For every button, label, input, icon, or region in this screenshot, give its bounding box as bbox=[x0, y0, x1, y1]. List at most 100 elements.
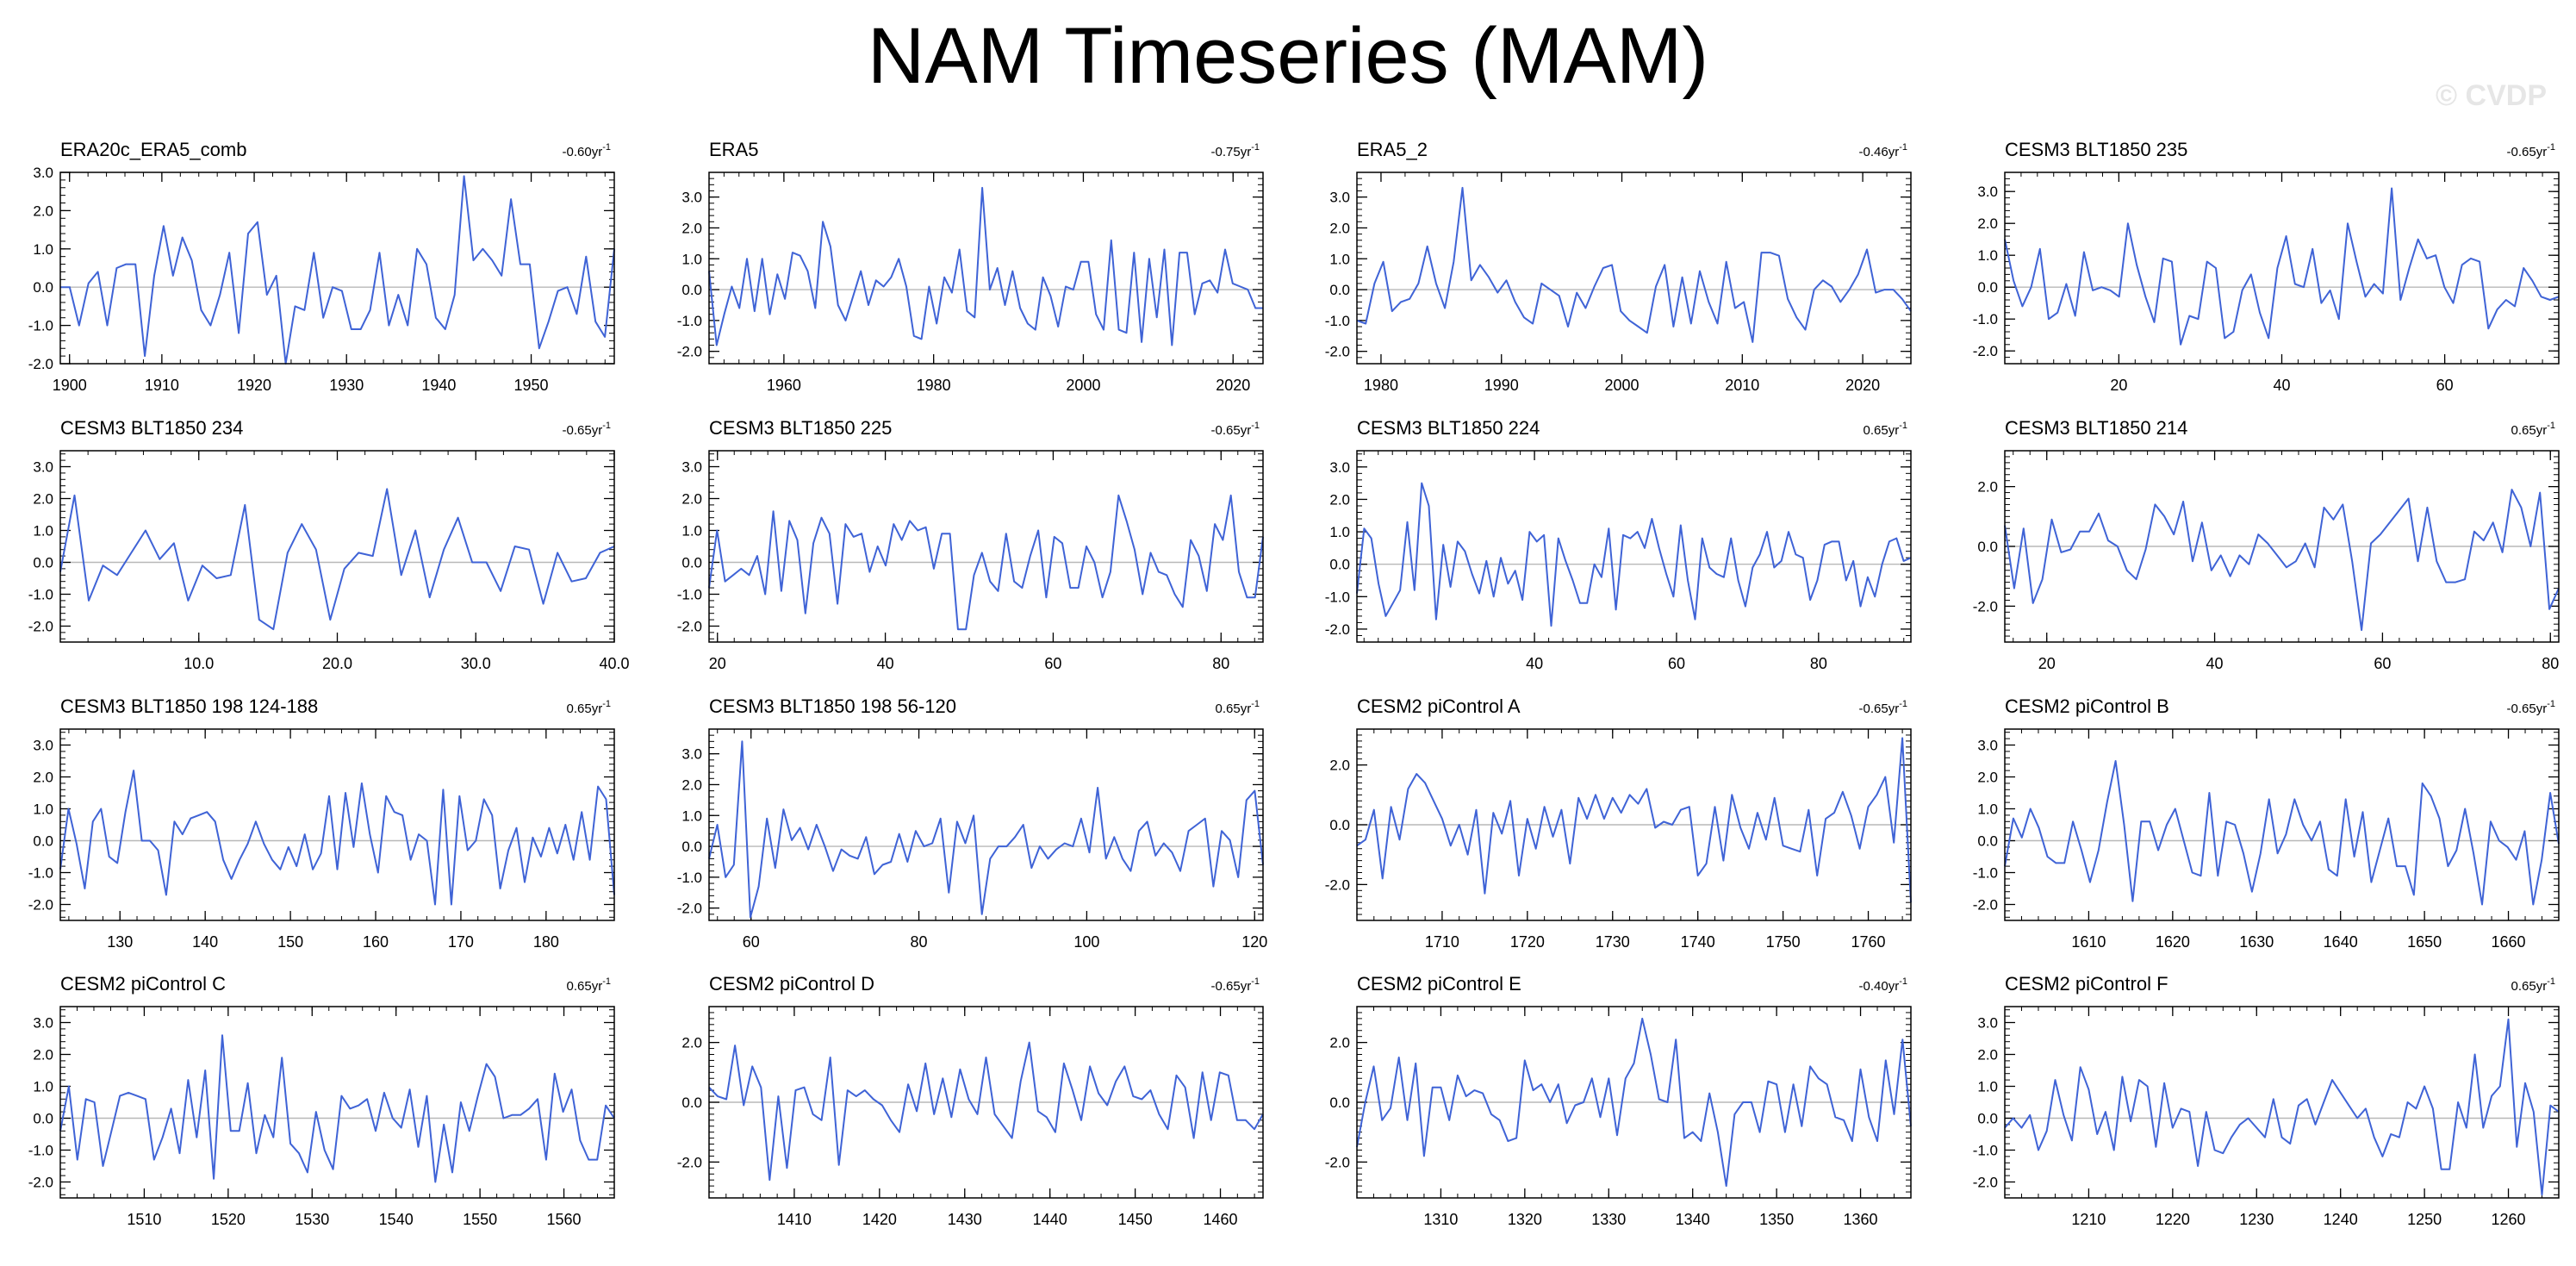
trend-label: -0.65yr-1 bbox=[1211, 976, 1260, 994]
chart-panel: CESM2 piControl A -0.65yr-1 1710 1720 1730 17… bbox=[1325, 695, 1912, 951]
x-tick-label: 1220 bbox=[2156, 1211, 2190, 1228]
x-tick-label: 1610 bbox=[2071, 933, 2106, 951]
x-tick-label: 120 bbox=[1241, 933, 1267, 951]
chart-panel: ERA5_2 -0.46yr-1 1980 1990 2000 2010 2020 3.0 2.… bbox=[1325, 139, 1912, 394]
y-tick-label: 0.0 bbox=[1977, 279, 1998, 296]
series-line bbox=[2004, 760, 2560, 906]
x-tick-label: 1960 bbox=[767, 377, 801, 394]
y-tick-label: 2.0 bbox=[1329, 491, 1350, 508]
series-line bbox=[708, 740, 1264, 919]
y-tick-label: 0.0 bbox=[1977, 1111, 1998, 1127]
trend-label: -0.75yr-1 bbox=[1211, 142, 1260, 159]
x-tick-label: 1710 bbox=[1425, 933, 1459, 951]
x-tick-label: 40.0 bbox=[599, 655, 629, 672]
series-line bbox=[2004, 187, 2560, 346]
trend-label: 0.65yr-1 bbox=[2511, 976, 2555, 994]
chart-title: CESM3 BLT1850 224 bbox=[1357, 417, 1540, 439]
y-tick-label: 0.0 bbox=[1977, 833, 1998, 850]
chart-panel: CESM2 piControl E -0.40yr-1 1310 1320 1330 13… bbox=[1325, 973, 1912, 1228]
chart-panel: CESM3 BLT1850 225 -0.65yr-1 20 40 60 80 3.0 2.0… bbox=[677, 417, 1264, 672]
series-line bbox=[59, 488, 615, 631]
y-tick-label: 1.0 bbox=[1977, 801, 1998, 818]
y-tick-label: 1.0 bbox=[1977, 247, 1998, 264]
plot-frame bbox=[2004, 728, 2560, 921]
y-tick-label: -2.0 bbox=[1325, 621, 1350, 638]
x-tick-label: 2020 bbox=[1216, 377, 1250, 394]
y-tick-label: 0.0 bbox=[33, 833, 53, 850]
x-tick-label: 130 bbox=[107, 933, 133, 951]
x-tick-label: 1920 bbox=[237, 377, 271, 394]
chart-panel: CESM3 BLT1850 235 -0.65yr-1 20 40 60 3.0 2.0 1.… bbox=[1973, 139, 2560, 394]
x-tick-label: 1320 bbox=[1508, 1211, 1542, 1228]
chart-title: CESM3 BLT1850 214 bbox=[2005, 417, 2187, 439]
y-tick-label: -2.0 bbox=[1973, 1175, 1998, 1191]
y-tick-label: -2.0 bbox=[28, 1175, 53, 1191]
trend-label: -0.60yr-1 bbox=[563, 142, 611, 159]
x-tick-label: 1910 bbox=[145, 377, 179, 394]
y-tick-label: 3.0 bbox=[33, 165, 53, 181]
plot-frame bbox=[1356, 450, 1912, 643]
x-tick-label: 1360 bbox=[1844, 1211, 1878, 1228]
chart-title: ERA20c_ERA5_comb bbox=[60, 139, 246, 160]
x-tick-label: 1440 bbox=[1033, 1211, 1067, 1228]
chart-panel: CESM3 BLT1850 198 56-120 0.65yr-1 60 80 100 1… bbox=[677, 695, 1268, 951]
y-tick-label: -2.0 bbox=[28, 356, 53, 372]
plot-frame bbox=[1356, 728, 1912, 921]
series-line bbox=[60, 175, 615, 365]
x-tick-label: 140 bbox=[192, 933, 218, 951]
y-tick-label: -2.0 bbox=[28, 619, 53, 635]
x-tick-label: 60 bbox=[1044, 655, 1061, 672]
y-tick-label: 0.0 bbox=[33, 1111, 53, 1127]
y-tick-label: 1.0 bbox=[33, 241, 53, 258]
y-tick-label: -2.0 bbox=[1325, 1154, 1350, 1170]
series-line bbox=[1356, 482, 1912, 627]
trend-label: -0.65yr-1 bbox=[1211, 421, 1260, 438]
x-tick-label: 1330 bbox=[1591, 1211, 1626, 1228]
x-tick-label: 1420 bbox=[862, 1211, 897, 1228]
page-title: NAM Timeseries (MAM) bbox=[867, 12, 1709, 100]
y-tick-label: 2.0 bbox=[1977, 479, 1998, 496]
x-tick-label: 40 bbox=[2273, 377, 2290, 394]
y-tick-label: -1.0 bbox=[677, 313, 702, 329]
chart-panel: ERA5 -0.75yr-1 1960 1980 2000 2020 3.0 2.0 1.0 0.… bbox=[677, 139, 1264, 394]
trend-label: 0.65yr-1 bbox=[567, 976, 611, 994]
plot-frame bbox=[708, 728, 1264, 921]
y-tick-label: -2.0 bbox=[677, 901, 702, 917]
y-tick-label: 2.0 bbox=[1977, 215, 1998, 232]
plot-frame bbox=[59, 450, 615, 643]
y-tick-label: 2.0 bbox=[681, 491, 702, 508]
chart-title: CESM3 BLT1850 235 bbox=[2005, 139, 2187, 160]
y-tick-label: 0.0 bbox=[33, 279, 53, 296]
series-line bbox=[2004, 1018, 2560, 1196]
x-tick-label: 40 bbox=[2206, 655, 2224, 672]
y-tick-label: 3.0 bbox=[1977, 1015, 1998, 1032]
y-tick-label: 1.0 bbox=[1329, 251, 1350, 267]
x-tick-label: 2000 bbox=[1604, 377, 1639, 394]
y-tick-label: -1.0 bbox=[1973, 1143, 1998, 1159]
x-tick-label: 1510 bbox=[127, 1211, 161, 1228]
x-tick-label: 1230 bbox=[2239, 1211, 2274, 1228]
trend-label: 0.65yr-1 bbox=[1216, 699, 1260, 716]
y-tick-label: 1.0 bbox=[33, 1079, 53, 1095]
y-tick-label: 2.0 bbox=[1329, 1035, 1350, 1051]
trend-label: -0.40yr-1 bbox=[1859, 976, 1907, 994]
y-tick-label: 1.0 bbox=[1329, 524, 1350, 540]
chart-panel: CESM2 piControl D -0.65yr-1 1410 1420 1430 14… bbox=[677, 973, 1264, 1228]
y-tick-label: 3.0 bbox=[681, 746, 702, 763]
x-tick-label: 1530 bbox=[295, 1211, 329, 1228]
x-tick-label: 1240 bbox=[2324, 1211, 2358, 1228]
x-tick-label: 80 bbox=[911, 933, 928, 951]
watermark-logo: © CVDP bbox=[2436, 79, 2547, 112]
x-tick-label: 180 bbox=[533, 933, 559, 951]
plot-frame bbox=[59, 728, 615, 921]
x-tick-label: 60 bbox=[2374, 655, 2391, 672]
x-tick-label: 20 bbox=[2038, 655, 2056, 672]
series-line bbox=[708, 1041, 1264, 1182]
x-tick-label: 1650 bbox=[2407, 933, 2442, 951]
y-tick-label: 3.0 bbox=[1977, 184, 1998, 200]
x-tick-label: 1760 bbox=[1851, 933, 1886, 951]
chart-title: ERA5_2 bbox=[1357, 139, 1428, 160]
x-tick-label: 1210 bbox=[2071, 1211, 2106, 1228]
chart-title: CESM2 piControl B bbox=[2005, 695, 2169, 717]
series-line bbox=[708, 186, 1263, 346]
